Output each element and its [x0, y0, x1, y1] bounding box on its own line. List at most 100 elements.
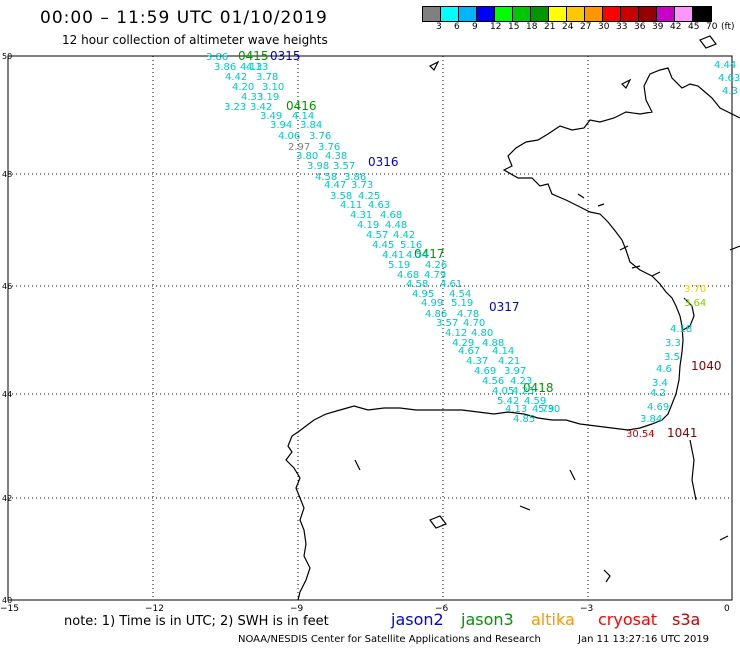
colorbar-label: 27 — [580, 22, 592, 32]
track-time-label: 0416 — [286, 99, 317, 113]
colorbar-swatch — [441, 7, 459, 21]
swh-value: 3.57 — [333, 161, 355, 172]
swh-value: 4.42 — [225, 72, 247, 83]
colorbar-swatch — [657, 7, 675, 21]
swh-value: 4.45 — [372, 240, 394, 251]
swh-value: 3.70 — [684, 284, 706, 295]
swh-value: 3.3 — [665, 338, 681, 349]
colorbar-label: 21 — [544, 22, 556, 32]
colorbar-label: 70 — [706, 22, 718, 32]
swh-value: 4.37 — [466, 356, 488, 367]
swh-value: 4.70 — [463, 318, 485, 329]
swh-value: 4.99 — [421, 298, 443, 309]
lat-tick-label: 44 — [2, 390, 12, 399]
colorbar-swatch — [477, 7, 495, 21]
swh-value: 3.76 — [309, 131, 331, 142]
swh-value: 4.48 — [385, 220, 407, 231]
swh-value: 3.86 — [206, 52, 228, 63]
colorbar-swatch — [549, 7, 567, 21]
map-frame — [7, 55, 733, 601]
colorbar-label: 9 — [472, 22, 478, 32]
track-time-label: 1041 — [667, 426, 698, 440]
colorbar-label: 18 — [526, 22, 538, 32]
legend-item-jason2: jason2 — [391, 610, 444, 629]
swh-value: 4.54 — [449, 289, 471, 300]
swh-value: 3.73 — [351, 180, 373, 191]
swh-value: 4.25 — [512, 386, 534, 397]
swh-value: 30.54 — [626, 429, 655, 440]
swh-value: 4.18 — [670, 324, 692, 335]
swh-value: 3.86 — [214, 62, 236, 73]
colorbar-label: 3 — [436, 22, 442, 32]
swh-value: 4.14 — [492, 346, 514, 357]
swh-value: 4.42 — [393, 230, 415, 241]
swh-value: 4.12 — [445, 328, 467, 339]
colorbar-label: 42 — [670, 22, 682, 32]
colorbar-swatch — [639, 7, 657, 21]
colorbar-swatch — [567, 7, 585, 21]
coastline — [285, 35, 740, 601]
swh-value: 3.78 — [256, 72, 278, 83]
swh-value: 4.58 — [315, 172, 337, 183]
track-time-label: 0317 — [489, 300, 520, 314]
swh-value: 3.42 — [250, 102, 272, 113]
swh-value: 4.3 — [722, 86, 738, 97]
swh-value: 4.67 — [458, 346, 480, 357]
colorbar-label: 30 — [598, 22, 610, 32]
swh-value: 4.29 — [452, 338, 474, 349]
swh-value: 4.38 — [325, 151, 347, 162]
colorbar-swatch — [423, 7, 441, 21]
colorbar-swatch — [603, 7, 621, 21]
swh-value: 4.47 — [324, 180, 346, 191]
swh-value: 4.41 — [382, 250, 404, 261]
lon-tick-label: 0 — [724, 604, 730, 614]
lon-tick-label: −6 — [435, 604, 449, 614]
swh-value: 4.68 — [397, 270, 419, 281]
map-subtitle: 12 hour collection of altimeter wave hei… — [62, 33, 328, 47]
swh-value: 4.85 — [513, 414, 535, 425]
swh-value: 5.16 — [400, 240, 422, 251]
swh-value: 4.14 — [292, 111, 314, 122]
swh-value: 4.21 — [498, 356, 520, 367]
map-grid: 50 48 46 44 42 40−15 −12 −9 −6 −3 0 — [0, 52, 733, 614]
swh-value: 3.58 — [330, 191, 352, 202]
swh-value: 4.13 — [240, 62, 262, 73]
swh-value: 4.19 — [357, 220, 379, 231]
note-text: note: 1) Time is in UTC; 2) SWH is in fe… — [64, 614, 329, 629]
swh-value: 4.31 — [350, 210, 372, 221]
swh-value: 3.97 — [504, 366, 526, 377]
swh-value: 4.26 — [425, 260, 447, 271]
swh-value: 5.42 — [497, 396, 519, 407]
track-time-label: 0418 — [523, 381, 554, 395]
colorbar-label: 33 — [616, 22, 628, 32]
colorbar-swatch — [459, 7, 477, 21]
lon-tick-label: −15 — [0, 604, 19, 614]
lon-tick-label: −3 — [580, 604, 593, 614]
swh-value: 3.5 — [664, 352, 680, 363]
swh-value: 4.54 — [406, 250, 428, 261]
lat-tick-label: 48 — [2, 170, 12, 179]
swh-value: 4.86 — [425, 309, 447, 320]
swh-value: 4.11 — [340, 200, 362, 211]
colorbar-swatch — [621, 7, 639, 21]
swh-value: 4.68 — [380, 210, 402, 221]
lat-tick-label: 50 — [2, 52, 12, 61]
swh-value: 4.13 — [246, 62, 268, 73]
swh-value: 4.23 — [510, 376, 532, 387]
swh-value: 5.19 — [451, 298, 473, 309]
credit-timestamp: Jan 11 13:27:16 UTC 2019 — [578, 634, 710, 645]
colorbar-label: 24 — [562, 22, 574, 32]
swh-value: 4.63 — [368, 200, 390, 211]
legend-item-s3a: s3a — [672, 610, 701, 629]
colorbar-swatch — [513, 7, 531, 21]
swh-value: 4.06 — [278, 131, 300, 142]
credit-text: NOAA/NESDIS Center for Satellite Applica… — [238, 634, 541, 645]
swh-value: 4.78 — [457, 309, 479, 320]
track-time-label: 0415 — [238, 49, 269, 63]
swh-value: 3.98 — [307, 161, 329, 172]
colorbar-swatch — [675, 7, 693, 21]
swh-value: 3.80 — [296, 151, 318, 162]
colorbar-label: 39 — [652, 22, 664, 32]
swh-value: 4.6 — [656, 364, 672, 375]
